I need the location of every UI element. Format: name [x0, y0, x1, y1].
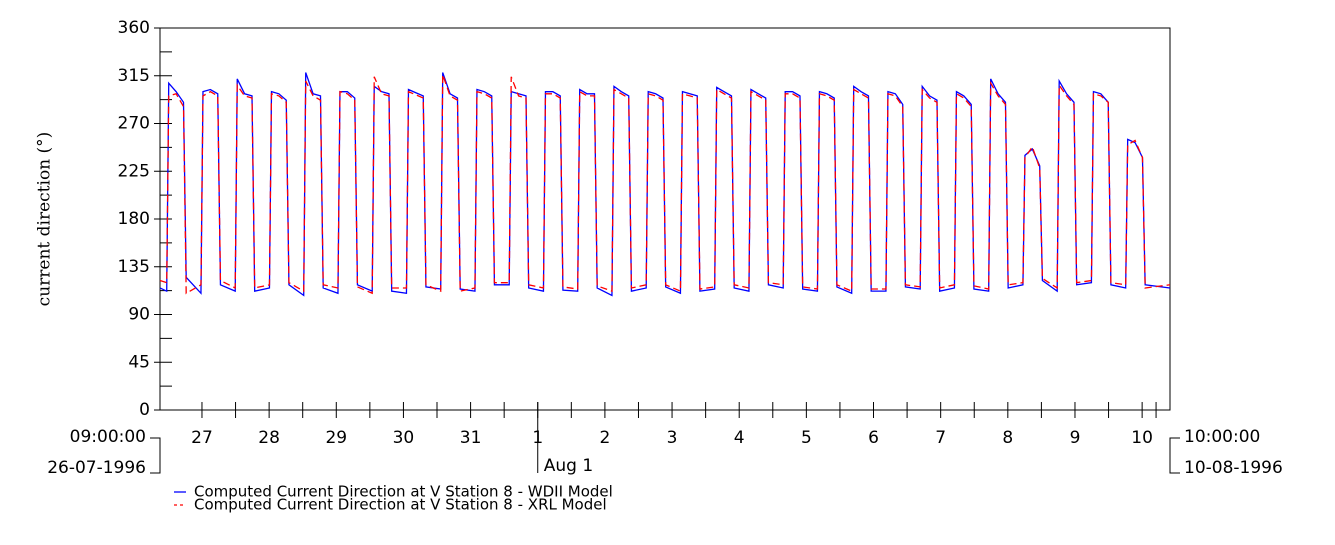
- x-tick-label: 28: [258, 428, 280, 448]
- x-tick-label: 8: [1002, 428, 1013, 448]
- series-line: [159, 74, 1171, 295]
- end-bracket: [1169, 437, 1180, 474]
- y-tick-label: 225: [118, 161, 150, 181]
- y-tick-label: 360: [118, 18, 150, 38]
- x-end-label: 10-08-1996: [1184, 458, 1283, 478]
- x-start-label: 26-07-1996: [47, 458, 146, 478]
- y-tick-label: 180: [118, 209, 150, 229]
- legend-label: Computed Current Direction at V Station …: [194, 483, 613, 501]
- annotation-label: Aug 1: [544, 456, 593, 476]
- x-end-label: 10:00:00: [1184, 427, 1260, 447]
- y-tick-label: 135: [118, 257, 150, 277]
- y-tick-label: 90: [128, 305, 150, 325]
- x-tick-label: 10: [1131, 428, 1153, 448]
- legend-label: Computed Current Direction at V Station …: [194, 496, 607, 514]
- y-axis-label: current direction (°): [35, 132, 55, 307]
- x-tick-label: 9: [1070, 428, 1081, 448]
- y-tick-label: 0: [139, 400, 150, 420]
- y-tick-label: 45: [128, 352, 150, 372]
- x-tick-label: 2: [599, 428, 610, 448]
- x-tick-label: 6: [868, 428, 879, 448]
- x-tick-label: 4: [734, 428, 745, 448]
- x-tick-label: 7: [935, 428, 946, 448]
- x-tick-label: 31: [460, 428, 482, 448]
- y-tick-label: 315: [118, 66, 150, 86]
- x-tick-label: 27: [191, 428, 213, 448]
- x-tick-label: 5: [801, 428, 812, 448]
- start-bracket: [150, 437, 161, 474]
- x-start-label: 09:00:00: [70, 427, 146, 447]
- x-tick-label: 3: [667, 428, 678, 448]
- y-tick-label: 270: [118, 114, 150, 134]
- x-tick-label: 30: [393, 428, 415, 448]
- x-tick-label: 29: [325, 428, 347, 448]
